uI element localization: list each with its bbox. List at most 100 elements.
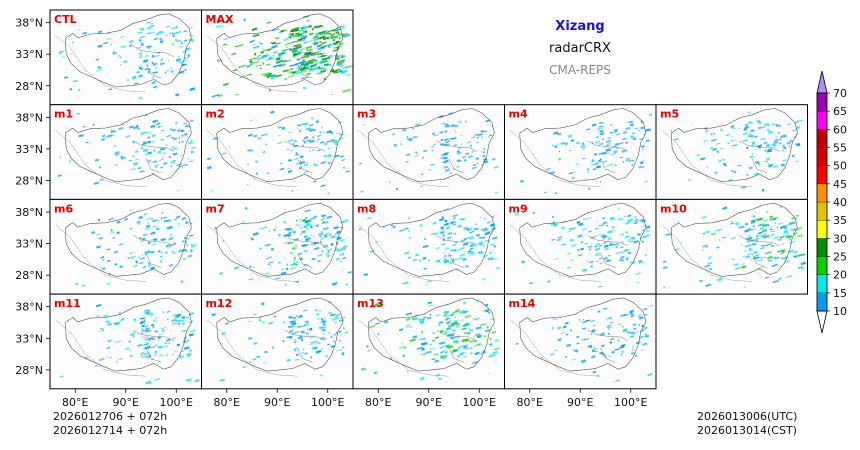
- echo-cell: [797, 253, 802, 258]
- echo-cell: [429, 347, 436, 351]
- echo-cell: [174, 147, 178, 150]
- echo-cell: [291, 247, 296, 250]
- echo-cell: [700, 157, 706, 161]
- echo-cell: [388, 180, 391, 184]
- echo-cell: [321, 56, 331, 61]
- echo-cell: [330, 235, 336, 239]
- echo-cell: [98, 46, 101, 48]
- echo-cell: [256, 56, 264, 61]
- echo-cell: [464, 352, 467, 354]
- echo-cell: [663, 286, 666, 289]
- echo-cell: [311, 37, 316, 40]
- echo-cell: [458, 120, 462, 124]
- map-panel-m4: m4: [504, 104, 657, 200]
- echo-cell: [444, 130, 448, 133]
- echo-cell: [721, 236, 727, 239]
- echo-cell: [334, 317, 340, 320]
- echo-cell: [628, 120, 634, 124]
- echo-cell: [299, 161, 305, 164]
- echo-cell: [171, 42, 174, 46]
- echo-cell: [224, 19, 230, 24]
- echo-cell: [306, 162, 308, 164]
- echo-cell: [794, 255, 798, 259]
- echo-cell: [186, 352, 192, 357]
- echo-cell: [331, 36, 337, 40]
- echo-cell: [166, 134, 172, 138]
- echo-field: [660, 202, 807, 289]
- echo-cell: [722, 206, 728, 210]
- echo-cell: [776, 124, 781, 127]
- echo-cell: [275, 59, 285, 64]
- echo-cell: [327, 343, 331, 346]
- echo-cell: [160, 260, 163, 263]
- echo-cell: [544, 191, 547, 194]
- echo-cell: [609, 216, 615, 221]
- echo-cell: [462, 242, 469, 246]
- echo-cell: [609, 326, 612, 329]
- echo-cell: [306, 328, 309, 331]
- echo-cell: [443, 310, 450, 314]
- echo-cell: [342, 88, 352, 93]
- echo-cell: [568, 227, 574, 231]
- echo-cell: [300, 34, 307, 39]
- echo-cell: [311, 149, 315, 152]
- echo-cell: [601, 125, 605, 128]
- echo-cell: [556, 238, 562, 242]
- echo-cell: [170, 70, 174, 73]
- echo-cell: [305, 127, 312, 131]
- echo-cell: [97, 218, 101, 221]
- province-border: [284, 329, 326, 342]
- echo-cell: [493, 347, 500, 351]
- echo-cell: [247, 133, 253, 137]
- echo-cell: [285, 267, 289, 271]
- map-panel-background: [353, 104, 505, 200]
- echo-cell: [246, 64, 251, 68]
- echo-cell: [294, 338, 296, 341]
- echo-cell: [405, 161, 409, 163]
- echo-cell: [444, 349, 447, 352]
- echo-cell: [738, 225, 745, 229]
- echo-cell: [469, 328, 474, 332]
- echo-cell: [99, 178, 104, 182]
- echo-cell: [748, 134, 754, 138]
- echo-cell: [268, 321, 274, 325]
- echo-cell: [306, 19, 310, 22]
- echo-cell: [271, 41, 277, 45]
- echo-cell: [177, 130, 180, 133]
- echo-cell: [573, 227, 577, 230]
- echo-cell: [440, 226, 445, 230]
- echo-cell: [757, 223, 765, 227]
- echo-cell: [157, 338, 159, 342]
- colorbar-tick-label: 25: [833, 251, 847, 264]
- echo-cell: [701, 244, 709, 248]
- member-label: m14: [509, 297, 536, 310]
- echo-cell: [129, 252, 134, 255]
- echo-cell: [420, 341, 428, 346]
- province-border: [448, 347, 465, 363]
- echo-cell: [772, 280, 780, 284]
- echo-cell: [490, 345, 492, 347]
- plateau-border: [519, 202, 647, 277]
- echo-cell: [641, 324, 644, 328]
- echo-cell: [764, 232, 766, 235]
- echo-cell: [306, 48, 313, 52]
- lat-tick-label: 38°N: [15, 206, 43, 219]
- echo-cell: [476, 141, 479, 144]
- echo-cell: [478, 133, 483, 136]
- echo-cell: [310, 52, 317, 57]
- echo-cell: [450, 137, 453, 140]
- echo-cell: [141, 237, 146, 241]
- plateau-border: [367, 202, 495, 277]
- echo-cell: [265, 143, 268, 146]
- echo-cell: [342, 327, 345, 330]
- echo-cell: [128, 340, 132, 344]
- echo-cell: [753, 172, 760, 176]
- echo-cell: [740, 263, 746, 265]
- echo-cell: [440, 354, 442, 357]
- echo-cell: [788, 145, 791, 148]
- echo-cell: [567, 134, 573, 138]
- echo-cell: [241, 220, 245, 224]
- echo-cell: [275, 277, 281, 280]
